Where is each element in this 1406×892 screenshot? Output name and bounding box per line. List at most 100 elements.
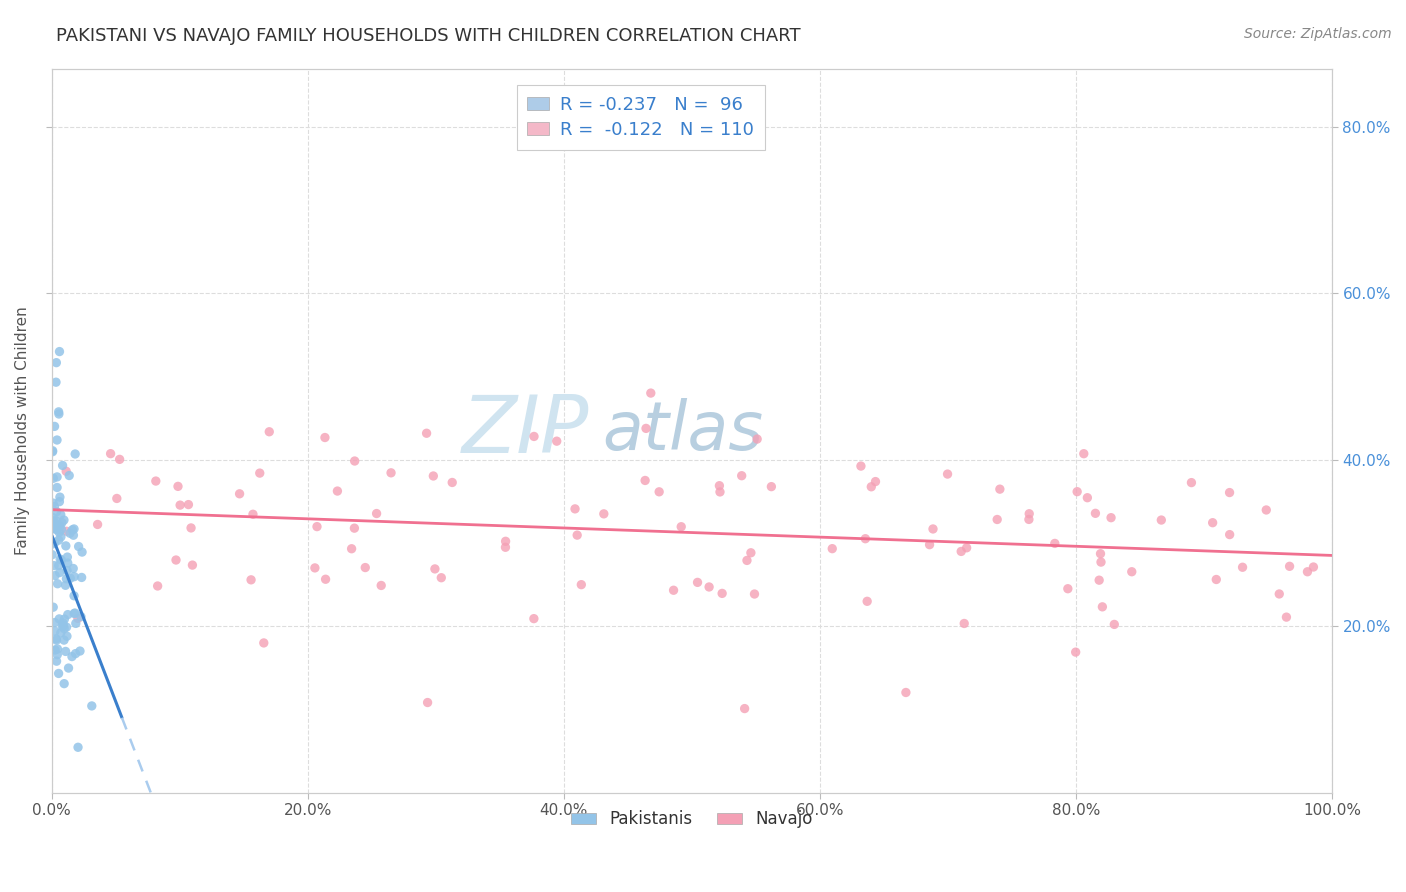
Point xyxy=(70,570,93,584)
Point xyxy=(48,405,70,419)
Point xyxy=(45,633,67,648)
Point xyxy=(41,443,63,458)
Point xyxy=(1150,513,1173,527)
Point xyxy=(45,356,67,370)
Point xyxy=(48,533,70,548)
Point xyxy=(1088,573,1111,587)
Point xyxy=(744,587,766,601)
Point xyxy=(105,491,128,506)
Point xyxy=(63,589,86,603)
Point xyxy=(953,616,976,631)
Point xyxy=(305,519,328,533)
Point xyxy=(42,471,65,485)
Point xyxy=(56,629,79,643)
Point xyxy=(58,661,80,675)
Point xyxy=(1219,527,1241,541)
Text: atlas: atlas xyxy=(602,398,763,464)
Point xyxy=(366,507,388,521)
Point xyxy=(52,618,75,632)
Point xyxy=(45,522,67,536)
Point xyxy=(1302,560,1324,574)
Point xyxy=(42,496,65,510)
Point xyxy=(49,552,72,566)
Point xyxy=(146,579,169,593)
Point xyxy=(415,426,437,441)
Point xyxy=(249,466,271,480)
Point xyxy=(42,600,65,615)
Point xyxy=(1205,573,1227,587)
Point xyxy=(495,534,517,549)
Point xyxy=(49,530,72,544)
Point xyxy=(42,537,65,551)
Point xyxy=(45,632,67,646)
Point xyxy=(1278,559,1301,574)
Point xyxy=(53,612,76,626)
Point xyxy=(58,468,80,483)
Point xyxy=(165,553,187,567)
Point xyxy=(44,535,66,549)
Point xyxy=(52,513,75,527)
Point xyxy=(52,458,75,473)
Point xyxy=(422,469,444,483)
Point xyxy=(48,566,70,580)
Point xyxy=(51,523,73,537)
Point xyxy=(59,526,82,541)
Point xyxy=(63,607,86,621)
Point xyxy=(181,558,204,573)
Point xyxy=(51,553,73,567)
Point xyxy=(70,609,93,624)
Text: Source: ZipAtlas.com: Source: ZipAtlas.com xyxy=(1244,27,1392,41)
Point xyxy=(51,516,73,530)
Point xyxy=(63,447,86,461)
Point xyxy=(44,624,66,639)
Point xyxy=(67,540,90,554)
Point xyxy=(894,685,917,699)
Point xyxy=(314,430,336,444)
Point xyxy=(986,512,1008,526)
Point xyxy=(1232,560,1254,574)
Point xyxy=(42,510,65,524)
Point xyxy=(56,607,79,622)
Point xyxy=(956,541,979,555)
Point xyxy=(65,616,87,631)
Point xyxy=(69,644,91,658)
Point xyxy=(640,386,662,401)
Point xyxy=(56,556,79,570)
Point xyxy=(988,482,1011,496)
Point xyxy=(45,514,67,528)
Point xyxy=(53,622,76,636)
Point xyxy=(740,546,762,560)
Point xyxy=(922,522,945,536)
Point xyxy=(62,561,84,575)
Point xyxy=(49,519,72,533)
Point xyxy=(49,490,72,504)
Point xyxy=(430,571,453,585)
Point xyxy=(523,612,546,626)
Point xyxy=(46,648,69,662)
Point xyxy=(853,532,876,546)
Point xyxy=(354,560,377,574)
Point xyxy=(45,523,67,537)
Point xyxy=(370,578,392,592)
Point xyxy=(53,633,76,648)
Point xyxy=(253,636,276,650)
Point xyxy=(950,544,973,558)
Point xyxy=(326,484,349,499)
Point xyxy=(55,572,77,586)
Point xyxy=(55,464,77,478)
Point xyxy=(240,573,263,587)
Point xyxy=(53,676,76,690)
Point xyxy=(46,481,69,495)
Point xyxy=(1056,582,1078,596)
Point xyxy=(546,434,568,449)
Point xyxy=(1099,510,1122,524)
Point xyxy=(709,484,731,499)
Point xyxy=(315,572,337,586)
Point xyxy=(48,525,70,540)
Point xyxy=(48,494,70,508)
Point xyxy=(80,698,103,713)
Point xyxy=(1043,536,1066,550)
Point xyxy=(259,425,281,439)
Point xyxy=(734,701,756,715)
Point xyxy=(340,541,363,556)
